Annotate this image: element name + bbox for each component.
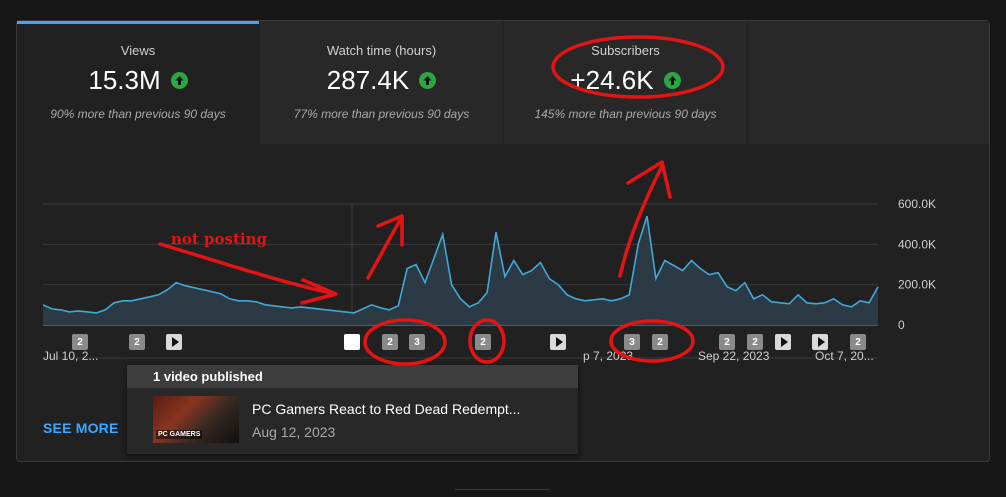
x-tick-label: Sep 22, 2023 [698, 349, 770, 363]
tab-watch-time-comparison: 77% more than previous 90 days [293, 107, 470, 121]
publish-count-marker[interactable]: 2 [382, 334, 398, 350]
publish-count-marker[interactable]: 2 [652, 334, 668, 350]
publish-count-marker[interactable]: 3 [624, 334, 640, 350]
video-thumbnail[interactable]: PC GAMERS [153, 396, 239, 443]
publish-count-marker[interactable]: 2 [747, 334, 763, 350]
annotation-not-posting: not posting [171, 230, 268, 248]
y-tick-label: 600.0K [898, 197, 936, 211]
tooltip-heading: 1 video published [127, 365, 578, 388]
tab-watch-time-value: 287.4K [326, 65, 410, 95]
publish-tooltip: 1 video published PC GAMERS PC Gamers Re… [127, 365, 578, 454]
selected-publish-marker[interactable] [344, 334, 360, 350]
play-icon [555, 337, 563, 347]
publish-count-marker[interactable]: 2 [475, 334, 491, 350]
thumbnail-label: PC GAMERS [156, 430, 203, 439]
publish-count-marker[interactable]: 2 [129, 334, 145, 350]
views-area [43, 216, 878, 325]
publish-count-marker[interactable]: 3 [409, 334, 425, 350]
publish-count-marker[interactable]: 2 [72, 334, 88, 350]
tab-empty [748, 21, 989, 144]
x-tick-label: p 7, 2023 [583, 349, 634, 363]
y-tick-label: 400.0K [898, 237, 936, 251]
up-arrow-icon [170, 72, 188, 89]
tab-watch-time[interactable]: Watch time (hours) 287.4K 77% more than … [260, 21, 503, 144]
tab-views[interactable]: Views 15.3M 90% more than previous 90 da… [17, 21, 259, 144]
tab-views-comparison: 90% more than previous 90 days [50, 107, 226, 121]
video-play-marker[interactable] [166, 334, 182, 350]
publish-count-marker[interactable]: 2 [850, 334, 866, 350]
video-title[interactable]: PC Gamers React to Red Dead Redempt... [252, 401, 521, 417]
x-tick-label: Oct 7, 20... [815, 349, 874, 363]
x-tick-label: Jul 10, 2... [43, 349, 99, 363]
video-date: Aug 12, 2023 [252, 424, 336, 440]
publish-count-marker[interactable]: 2 [719, 334, 735, 350]
tab-views-label: Views [120, 43, 156, 58]
play-icon [817, 337, 825, 347]
see-more-link[interactable]: SEE MORE [43, 420, 119, 436]
play-icon [171, 337, 179, 347]
tab-watch-time-label: Watch time (hours) [326, 43, 437, 58]
tab-subscribers-comparison: 145% more than previous 90 days [534, 107, 717, 121]
video-play-marker[interactable] [812, 334, 828, 350]
up-arrow-icon [419, 72, 437, 89]
y-tick-label: 0 [898, 318, 905, 332]
play-icon [780, 337, 788, 347]
tab-views-value: 15.3M [88, 65, 161, 95]
video-play-marker[interactable] [775, 334, 791, 350]
video-play-marker[interactable] [550, 334, 566, 350]
y-tick-label: 200.0K [898, 278, 936, 292]
divider [455, 489, 550, 490]
